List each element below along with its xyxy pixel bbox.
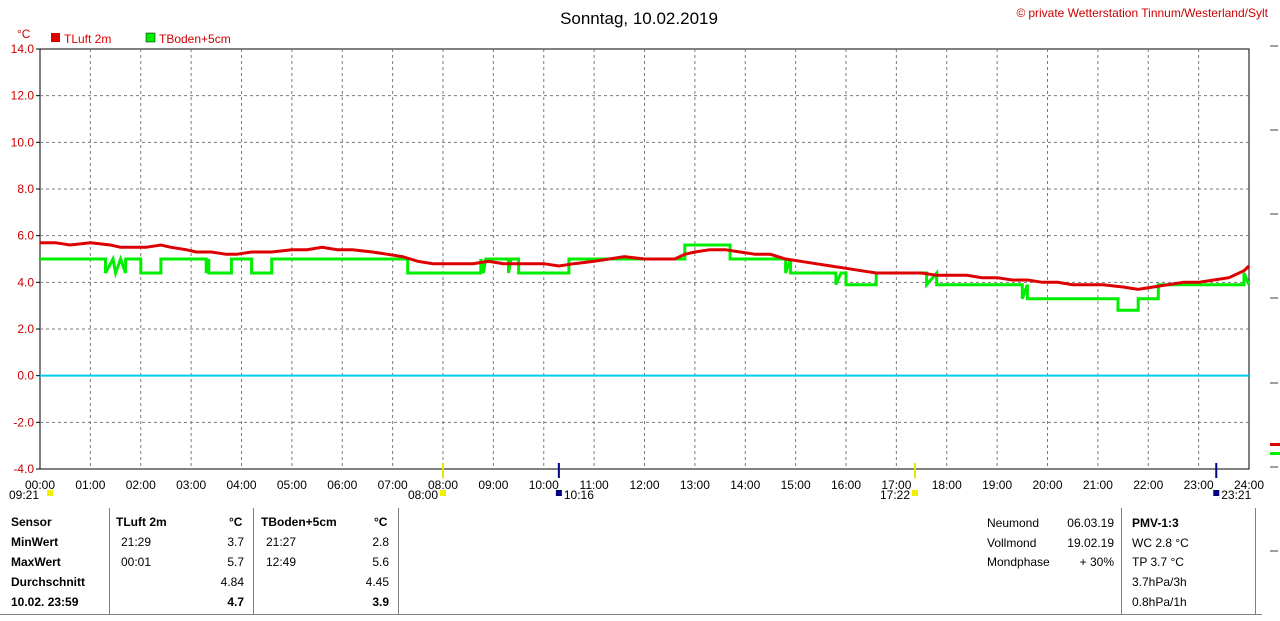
moon-value-full: 19.02.19	[1067, 536, 1114, 550]
sun-markers: 09:21 08:00 10:16 17:22 23:21	[9, 463, 1252, 502]
x-tick-label: 17:00	[881, 478, 911, 492]
series-line-tboden	[40, 243, 1251, 312]
x-tick-label: 04:00	[226, 478, 256, 492]
y-tick-label: 14.0	[11, 42, 35, 56]
header-tluft: TLuft 2m	[116, 515, 167, 529]
legend-label-tboden: TBoden+5cm	[159, 32, 231, 46]
current-value-tboden: 3.9	[372, 595, 389, 609]
moon-value-new: 06.03.19	[1067, 516, 1114, 530]
series-line-tluft	[40, 241, 1251, 291]
header-unit-2: °C	[374, 515, 388, 529]
pmv-title: PMV-1:3	[1132, 516, 1179, 530]
moon-label-full: Vollmond	[987, 536, 1037, 550]
avg-value-tluft: 4.84	[220, 575, 244, 589]
row-label-max: MaxWert	[11, 555, 61, 569]
marker-dot	[47, 490, 54, 496]
x-tick-label: 10:00	[529, 478, 559, 492]
x-tick-label: 19:00	[982, 478, 1012, 492]
x-tick-label: 02:00	[126, 478, 156, 492]
header-sensor: Sensor	[11, 515, 52, 529]
marker-dot	[912, 490, 919, 496]
moon-label-new: Neumond	[987, 516, 1040, 530]
x-tick-label: 14:00	[730, 478, 760, 492]
marker-time-label: 10:16	[564, 488, 594, 502]
x-tick-label: 22:00	[1133, 478, 1163, 492]
x-tick-label: 07:00	[378, 478, 408, 492]
max-time-tboden: 12:49	[266, 555, 297, 569]
y-tick-label: -4.0	[13, 462, 34, 476]
avg-value-tboden: 4.45	[365, 575, 389, 589]
x-tick-label: 09:00	[478, 478, 508, 492]
min-time-tluft: 21:29	[121, 535, 152, 549]
min-time-tboden: 21:27	[266, 535, 297, 549]
header-unit-1: °C	[229, 515, 243, 529]
max-value-tluft: 5.7	[227, 555, 244, 569]
x-axis-labels: 00:00 01:00 02:00 03:00 04:00 05:00 06:00 07:00…	[25, 478, 1264, 492]
moon-label-phase: Mondphase	[987, 555, 1050, 569]
marker-dot	[440, 490, 446, 496]
marker-dot	[555, 490, 562, 496]
marker-time-label: 23:21	[1221, 488, 1251, 502]
x-tick-label: 15:00	[781, 478, 811, 492]
x-tick-label: 13:00	[680, 478, 710, 492]
row-label-current: 10.02. 23:59	[11, 595, 79, 609]
y-axis-labels: -4.0 -2.0 0.0 2.0 4.0 6.0 8.0 10.0 12.0 14.0	[11, 42, 40, 476]
series-group	[40, 241, 1251, 312]
right-edge-legend-marks	[1270, 443, 1280, 455]
max-value-tboden: 5.6	[372, 555, 389, 569]
x-tick-label: 01:00	[75, 478, 105, 492]
pmv-dewpoint: TP 3.7 °C	[1132, 555, 1184, 569]
y-tick-label: 4.0	[17, 275, 34, 289]
y-tick-label: 0.0	[17, 369, 34, 383]
pmv-pressure-1h: 0.8hPa/1h	[1132, 595, 1187, 609]
y-tick-label: 10.0	[11, 135, 35, 149]
legend-swatch-tboden	[145, 32, 156, 43]
marker-dot	[1213, 490, 1220, 496]
pmv-windchill: WC 2.8 °C	[1132, 536, 1189, 550]
marker-time-label: 17:22	[880, 488, 910, 502]
copyright-text: © private Wetterstation Tinnum/Westerland…	[1016, 6, 1268, 20]
x-tick-label: 05:00	[277, 478, 307, 492]
chart-title: Sonntag, 10.02.2019	[560, 9, 718, 28]
x-tick-label: 18:00	[932, 478, 962, 492]
header-tboden: TBoden+5cm	[261, 515, 337, 529]
stats-panel: Sensor TLuft 2m °C TBoden+5cm °C MinWert…	[0, 508, 1280, 621]
min-value-tluft: 3.7	[227, 535, 244, 549]
copyright-label: private Wetterstation Tinnum/Westerland/…	[1028, 6, 1268, 20]
marker-time-label: 09:21	[9, 488, 39, 502]
x-tick-label: 00:00	[25, 478, 55, 492]
x-tick-label: 21:00	[1083, 478, 1113, 492]
row-label-min: MinWert	[11, 535, 59, 549]
pmv-pressure-3h: 3.7hPa/3h	[1132, 575, 1187, 589]
x-tick-label: 03:00	[176, 478, 206, 492]
x-tick-label: 23:00	[1184, 478, 1214, 492]
y-tick-label: 6.0	[17, 229, 34, 243]
y-tick-label: 8.0	[17, 182, 34, 196]
x-tick-label: 08:00	[428, 478, 458, 492]
max-time-tluft: 00:01	[121, 555, 152, 569]
legend-label-tluft: TLuft 2m	[64, 32, 111, 46]
x-tick-label: 12:00	[629, 478, 659, 492]
row-label-avg: Durchschnitt	[11, 575, 86, 589]
marker-time-label: 08:00	[408, 488, 438, 502]
y-tick-label: 2.0	[17, 322, 34, 336]
x-tick-label: 11:00	[580, 478, 609, 492]
x-tick-label: 16:00	[831, 478, 861, 492]
copyright-symbol: ©	[1016, 6, 1025, 20]
y-tick-label: 12.0	[11, 89, 35, 103]
min-value-tboden: 2.8	[372, 535, 389, 549]
x-tick-label: 20:00	[1032, 478, 1062, 492]
y-tick-label: -2.0	[13, 415, 34, 429]
right-edge-ticks	[1270, 45, 1278, 552]
x-tick-label: 24:00	[1234, 478, 1264, 492]
current-value-tluft: 4.7	[227, 595, 244, 609]
legend-swatch-tluft	[51, 33, 60, 42]
x-tick-label: 06:00	[327, 478, 357, 492]
moon-value-phase: + 30%	[1079, 555, 1114, 569]
y-unit-label: °C	[17, 27, 31, 41]
